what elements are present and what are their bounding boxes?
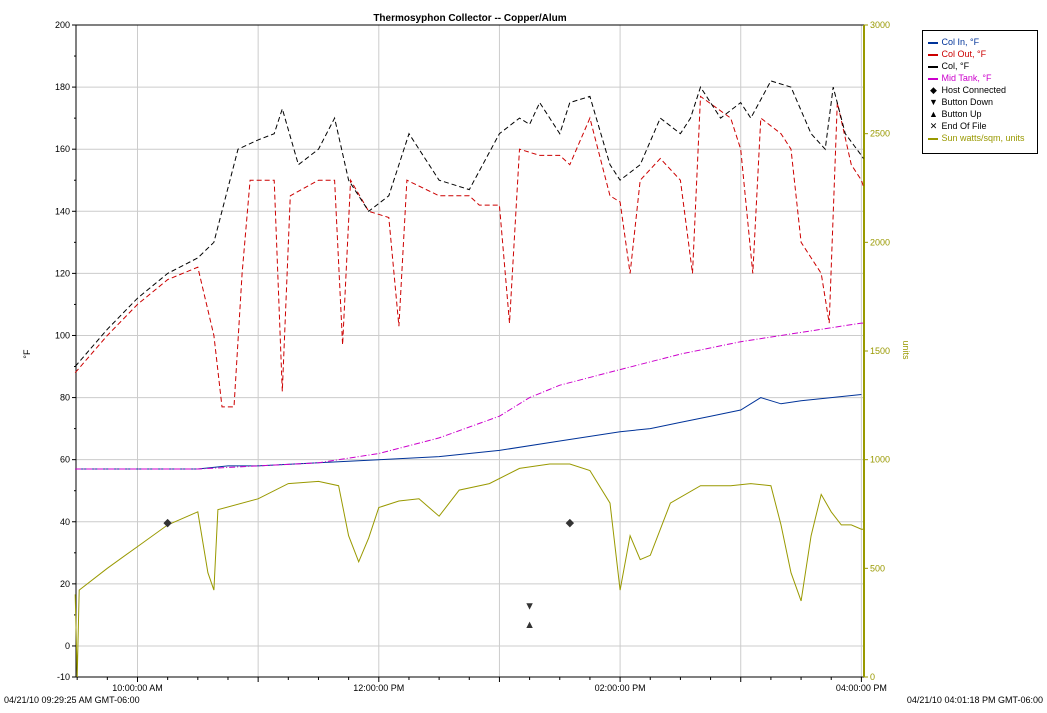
- legend-item: Col Out, °F: [928, 49, 986, 60]
- x-start-label: 04/21/10 09:29:25 AM GMT-06:00: [4, 695, 140, 705]
- y-tick-label: 140: [55, 206, 70, 216]
- series-line-col-in-f: [75, 394, 862, 470]
- y-tick-label: 40: [60, 517, 70, 527]
- legend-symbol: ▼: [929, 97, 938, 107]
- legend-item: ▲ Button Up: [928, 109, 982, 120]
- legend-label: End Of File: [939, 121, 987, 131]
- legend-label: Sun watts/sqm, units: [939, 133, 1025, 143]
- series-line-sun-watts-sqm-units: [74, 463, 864, 678]
- marker-button-down: ▼: [524, 601, 535, 613]
- legend-label: Host Connected: [939, 85, 1007, 95]
- legend-item: ✕ End Of File: [928, 121, 987, 132]
- legend-item: Col, °F: [928, 61, 969, 72]
- y-tick-label: 80: [60, 393, 70, 403]
- y-tick-label: 100: [55, 330, 70, 340]
- legend-label: Mid Tank, °F: [939, 73, 992, 83]
- legend-symbol: ✕: [929, 121, 938, 131]
- x-tick-label: 02:00:00 PM: [595, 683, 646, 693]
- marker-host-connected: ◆: [163, 517, 172, 529]
- legend-item: Sun watts/sqm, units: [928, 133, 1025, 144]
- marker-host-connected: ◆: [566, 517, 575, 529]
- legend-item: Col In, °F: [928, 37, 979, 48]
- legend-symbol: ▲: [929, 109, 938, 119]
- y2-tick-label: 2000: [870, 237, 890, 247]
- series-line-col-out-f: [74, 95, 864, 408]
- legend-item: ◆ Host Connected: [928, 85, 1006, 96]
- y2-tick-label: 500: [870, 563, 885, 573]
- legend-label: Col, °F: [939, 61, 970, 71]
- y-tick-label: 120: [55, 268, 70, 278]
- y2-tick-label: 1500: [870, 346, 890, 356]
- grid: [76, 24, 864, 678]
- legend-symbol: ◆: [930, 85, 937, 95]
- y-tick-label: 180: [55, 82, 70, 92]
- series-line-col-f: [74, 80, 864, 367]
- y-tick-label: 200: [55, 20, 70, 30]
- x-tick-label: 12:00:00 PM: [353, 683, 404, 693]
- series-layer: [74, 80, 864, 678]
- y-tick-label: 20: [60, 579, 70, 589]
- y-tick-label: 0: [65, 641, 70, 651]
- legend-label: Col In, °F: [939, 37, 980, 47]
- y-tick-label: 160: [55, 144, 70, 154]
- markers: ◆ ◆ ▼ ▲: [163, 517, 574, 631]
- legend-swatch: [928, 65, 938, 68]
- y-tick-label: 60: [60, 455, 70, 465]
- y2-tick-label: 1000: [870, 455, 890, 465]
- marker-button-up: ▲: [524, 619, 535, 631]
- x-tick-label: 04:00:00 PM: [836, 683, 887, 693]
- x-tick-label: 10:00:00 AM: [112, 683, 163, 693]
- y2-tick-label: 0: [870, 672, 875, 682]
- chart-title: Thermosyphon Collector -- Copper/Alum: [373, 13, 566, 24]
- series-line-mid-tank-f: [75, 322, 864, 470]
- y2-tick-label: 2500: [870, 129, 890, 139]
- legend-label: Button Up: [939, 109, 982, 119]
- y2-tick-label: 3000: [870, 20, 890, 30]
- legend-item: ▼ Button Down: [928, 97, 993, 108]
- y2-axis-label: units: [901, 340, 911, 360]
- legend-swatch: [928, 53, 938, 56]
- legend-swatch: [928, 137, 938, 140]
- axes: -100204060801001201401601802000500100015…: [55, 20, 890, 693]
- x-end-label: 04/21/10 04:01:18 PM GMT-06:00: [907, 695, 1043, 705]
- legend: Col In, °F Col Out, °F Col, °F Mid Tank,…: [922, 30, 1038, 154]
- legend-item: Mid Tank, °F: [928, 73, 991, 84]
- legend-label: Button Down: [939, 97, 994, 107]
- y-tick-label: -10: [57, 672, 70, 682]
- legend-swatch: [928, 77, 938, 80]
- legend-label: Col Out, °F: [939, 49, 987, 59]
- y-axis-label: °F: [22, 349, 32, 359]
- plot-frame: [75, 24, 865, 678]
- legend-swatch: [928, 41, 938, 44]
